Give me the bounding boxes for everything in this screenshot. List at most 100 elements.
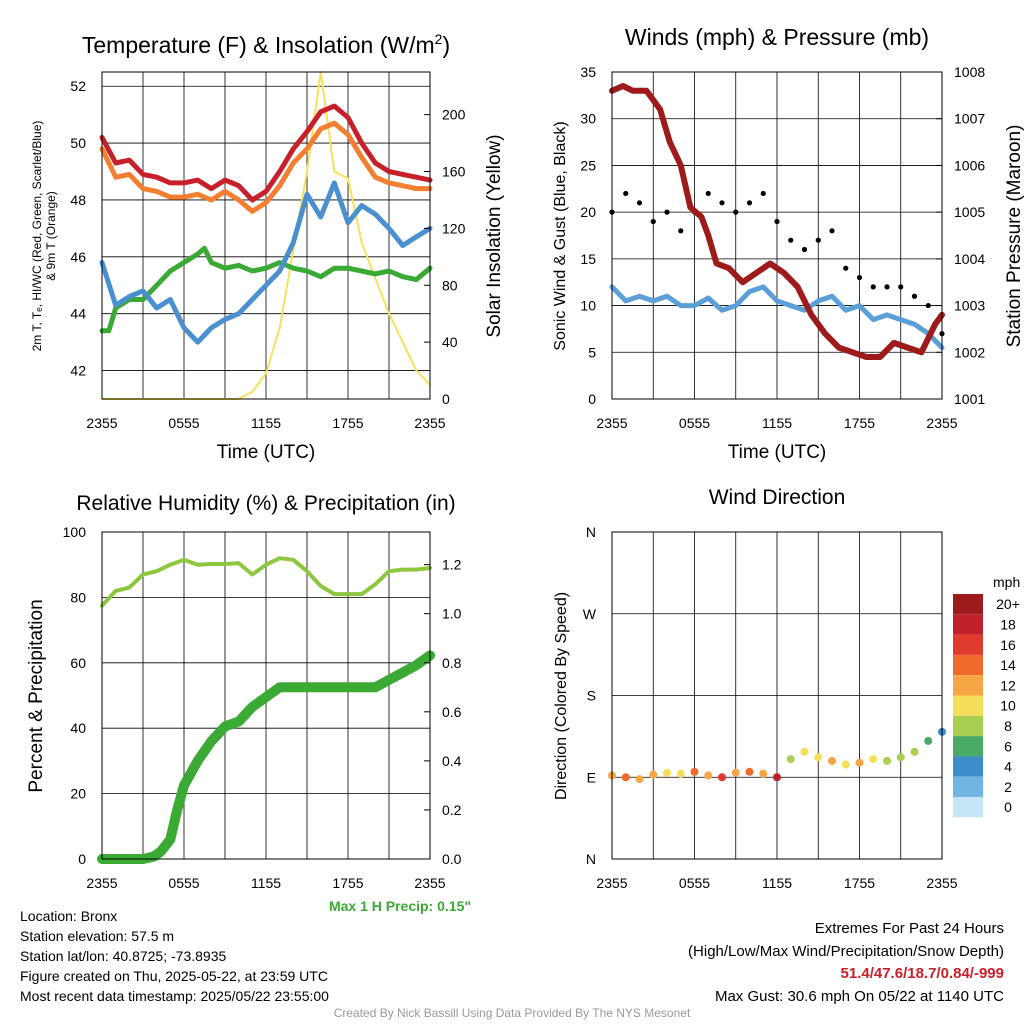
station-info: Location: Bronx Station elevation: 57.5 … — [20, 906, 329, 1006]
y-tick-label: 42 — [70, 363, 86, 379]
gust-point — [788, 237, 794, 243]
temperature-grid — [102, 72, 430, 399]
gust-point — [623, 190, 629, 197]
right-tick-label: 1.2 — [442, 557, 462, 573]
y-tick-label: 5 — [588, 344, 596, 360]
y-tick-label: 44 — [70, 306, 86, 322]
x-tick-label: 1155 — [251, 875, 281, 891]
temperature-right-ticks: 0 40 80 120 160 200 — [424, 107, 466, 407]
colorbar-label: 10 — [1000, 698, 1016, 714]
gust-point — [801, 246, 808, 253]
recent-timestamp: Most recent data timestamp: 2025/05/22 2… — [20, 988, 329, 1004]
wind-pressure-series — [609, 83, 945, 360]
wind-pressure-title: Winds (mph) & Pressure (mb) — [625, 24, 929, 50]
direction-point — [676, 769, 685, 778]
x-tick-label: 2355 — [926, 415, 957, 431]
right-tick-label: 0.2 — [442, 802, 462, 818]
gust-point — [843, 265, 849, 271]
wind-pressure-y-ticks: 0 5 10 15 20 25 30 35 — [580, 64, 596, 407]
direction-point — [800, 747, 809, 756]
x-tick-label: 2355 — [86, 875, 117, 891]
colorbar-swatch — [953, 756, 983, 777]
y-tick-label: 20 — [580, 204, 596, 220]
x-tick-label: 2355 — [926, 875, 957, 891]
extremes-title: Extremes For Past 24 Hours — [814, 920, 1004, 937]
right-tick-label: 1001 — [954, 391, 985, 407]
direction-tick-label: N — [586, 524, 596, 540]
y-tick-label: 80 — [70, 589, 86, 605]
temperature-frame — [101, 71, 431, 400]
x-tick-label: 1755 — [332, 415, 363, 431]
colorbar-label: 4 — [1004, 759, 1012, 775]
direction-point — [731, 768, 740, 777]
direction-point — [745, 767, 754, 776]
direction-point — [896, 753, 905, 762]
right-tick-label: 1.0 — [442, 606, 462, 622]
gust-point — [898, 284, 904, 290]
colorbar-swatch — [953, 654, 983, 676]
wind-line — [609, 284, 945, 351]
gust-point — [829, 228, 835, 234]
gust-point — [911, 293, 918, 299]
gust-point — [650, 218, 656, 225]
wind-direction-points — [608, 727, 946, 784]
direction-point — [883, 756, 891, 765]
humidity-precip-y-ticks: 0 20 40 60 80 100 — [63, 524, 87, 867]
direction-point — [910, 747, 919, 756]
y-tick-label: 0 — [78, 851, 86, 867]
gust-point — [925, 302, 931, 309]
humidity-precip-series — [97, 556, 435, 864]
x-tick-label: 0555 — [168, 415, 199, 431]
colorbar-swatch — [953, 675, 983, 696]
x-tick-label: 1755 — [844, 415, 875, 431]
station-elevation: Station elevation: 57.5 m — [20, 928, 175, 944]
right-tick-label: 0.8 — [442, 655, 462, 671]
direction-point — [841, 760, 850, 769]
right-tick-label: 200 — [442, 107, 466, 123]
y-tick-label: 52 — [70, 78, 86, 94]
colorbar-swatch — [953, 594, 983, 615]
extremes-subtitle: (High/Low/Max Wind/Precipitation/Snow De… — [688, 942, 1004, 960]
colorbar-label: 0 — [1004, 799, 1012, 815]
x-tick-label: 1155 — [762, 415, 792, 431]
extremes-info: Extremes For Past 24 Hours (High/Low/Max… — [688, 918, 1004, 1008]
gust-point — [870, 284, 876, 290]
right-tick-label: 0 — [442, 391, 450, 407]
direction-point — [828, 756, 836, 765]
right-tick-label: 120 — [442, 220, 466, 236]
gust-point — [705, 190, 711, 197]
direction-tick-label: E — [587, 769, 596, 785]
right-tick-label: 1007 — [954, 111, 985, 127]
colorbar-label: 6 — [1004, 738, 1012, 754]
wetbulb-line — [99, 180, 433, 345]
colorbar-swatch — [953, 797, 983, 818]
y-tick-label: 30 — [580, 111, 596, 127]
wind-pressure-x-label: Time (UTC) — [728, 442, 827, 463]
gust-point — [760, 190, 766, 197]
wind-direction-y-ticks: N E S W N — [583, 524, 597, 867]
temperature-title: Temperature (F) & Insolation (W/m2) — [82, 31, 450, 58]
x-tick-label: 0555 — [168, 875, 199, 891]
direction-point — [924, 736, 933, 745]
temperature-panel: Temperature (F) & Insolation (W/m2) 2355… — [30, 31, 505, 463]
direction-point — [635, 775, 644, 784]
y-tick-label: 10 — [580, 298, 596, 314]
pressure-y-label: Station Pressure (Maroon) — [1004, 125, 1024, 348]
direction-point — [759, 769, 768, 778]
right-tick-label: 1005 — [954, 204, 985, 220]
temperature-y-label-2: & 9m T (Orange) — [44, 191, 58, 281]
colorbar-swatch — [953, 776, 983, 797]
colorbar-label: 12 — [1000, 677, 1016, 693]
colorbar-label: 18 — [1000, 616, 1016, 632]
wind-direction-grid — [612, 532, 942, 859]
direction-point — [704, 771, 713, 780]
direction-point — [690, 767, 699, 776]
x-tick-label: 1155 — [762, 875, 792, 891]
wind-pressure-x-ticks: 2355 0555 1155 1755 2355 — [596, 415, 957, 431]
humidity-line — [100, 556, 432, 608]
y-tick-label: 25 — [580, 157, 596, 173]
colorbar-label: 8 — [1004, 718, 1012, 734]
y-tick-label: 48 — [70, 192, 86, 208]
x-tick-label: 0555 — [679, 415, 710, 431]
gust-point — [746, 200, 753, 206]
